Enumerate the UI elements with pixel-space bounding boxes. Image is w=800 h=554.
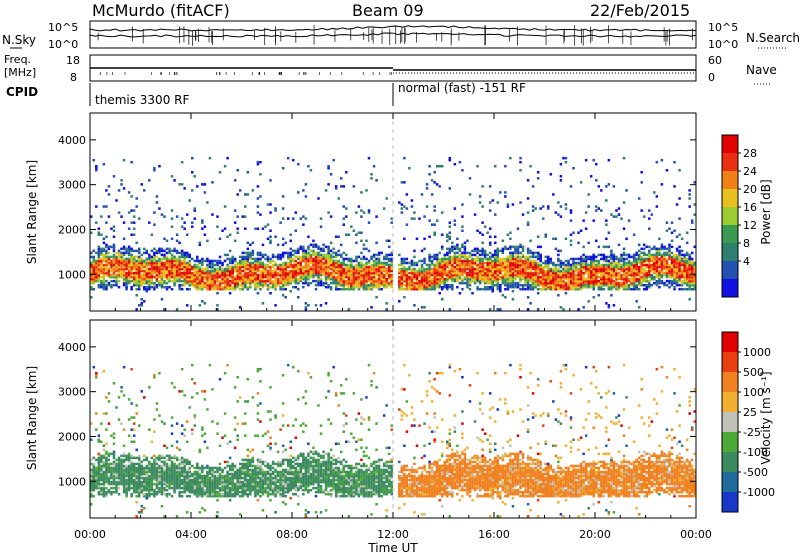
velocity-cbar-swatch-7: [722, 472, 738, 493]
xlabel: Time UT: [367, 541, 418, 554]
power-cbar-swatch-3: [722, 189, 738, 208]
power-ytick-4000: 4000: [58, 134, 86, 147]
xtick-5: 20:00: [579, 528, 611, 541]
nsearch-label: N.Search: [746, 31, 800, 45]
velocity-ytick-4000: 4000: [58, 341, 86, 354]
velocity-colorbar: 1000 500 100 25 -25 -100 -500 -1000: [721, 331, 775, 513]
power-ytick-1000: 1000: [58, 268, 86, 281]
velocity-cbar-swatch-0: [722, 332, 738, 353]
power-cbar-label: Power [dB]: [759, 179, 773, 244]
velocity-panel: 1000 2000 3000 4000 Slant Range [km]: [25, 319, 697, 519]
velocity-ylabel: Slant Range [km]: [25, 366, 39, 470]
power-cbar-swatch-5: [722, 225, 738, 244]
velocity-cbar-tick-3: 25: [743, 406, 757, 419]
xtick-6: 00:00: [680, 528, 712, 541]
xtick-2: 08:00: [276, 528, 308, 541]
nave-tick-bottom: 0: [708, 71, 715, 84]
velocity-cbar-tick-7: -1000: [743, 486, 775, 499]
velocity-cbar-tick-6: -500: [743, 466, 768, 479]
velocity-cbar-tick-4: -25: [743, 426, 761, 439]
velocity-ytick-3000: 3000: [58, 386, 86, 399]
noise-strip: N.Sky 10^5 10^0 10^5 10^0 N.Search: [2, 20, 800, 51]
power-cbar-tick-3: 16: [743, 201, 757, 214]
velocity-cbar-tick-1: 500: [743, 366, 764, 379]
velocity-ytick-2000: 2000: [58, 430, 86, 443]
time-axis: 00:00 04:00 08:00 12:00 16:00 20:00 00:00: [74, 113, 712, 541]
velocity-cbar-swatch-5: [722, 432, 738, 453]
power-colorbar: 28 24 20 16 12 8 4: [721, 134, 757, 298]
xtick-0: 00:00: [74, 528, 106, 541]
velocity-cbar-swatch-4: [722, 412, 738, 433]
power-cbar-swatch-8: [722, 279, 738, 298]
cpid-segment-themis: themis 3300 RF: [95, 93, 189, 107]
nsky-label: N.Sky: [2, 33, 36, 47]
power-ylabel: Slant Range [km]: [25, 160, 39, 264]
power-cbar-tick-1: 24: [743, 165, 757, 178]
noise-tick-top-left: 10^5: [48, 21, 78, 34]
velocity-cbar-tick-5: -100: [743, 446, 768, 459]
power-cbar-swatch-0: [722, 135, 738, 154]
power-cbar-tick-6: 4: [743, 255, 750, 268]
velocity-cbar-swatch-1: [722, 352, 738, 373]
power-heatmap: [90, 156, 696, 311]
xtick-4: 16:00: [478, 528, 510, 541]
nave-label: Nave: [746, 63, 777, 77]
freq-strip: Freq. [MHz] 18 8 60 0 Nave: [4, 53, 777, 85]
freq-tick-top: 18: [66, 54, 80, 67]
velocity-cbar-tick-0: 1000: [743, 346, 771, 359]
power-cbar-tick-5: 8: [743, 237, 750, 250]
velocity-cbar-swatch-3: [722, 392, 738, 413]
velocity-cbar-swatch-8: [722, 492, 738, 513]
freq-label-2: [MHz]: [4, 66, 36, 79]
power-panel: 1000 2000 3000 4000 Slant Range [km]: [25, 112, 697, 312]
power-ytick-2000: 2000: [58, 223, 86, 236]
velocity-cbar-label: Velocity [m s⁻¹]: [759, 371, 773, 464]
noise-tick-bottom-left: 10^0: [48, 38, 78, 51]
date-title: 22/Feb/2015: [590, 1, 690, 20]
power-cbar-swatch-4: [722, 207, 738, 226]
power-cbar-swatch-2: [722, 171, 738, 190]
velocity-heatmap: [90, 363, 696, 518]
freq-label-1: Freq.: [4, 53, 31, 66]
cpid-label: CPID: [6, 85, 38, 99]
power-ytick-3000: 3000: [58, 179, 86, 192]
velocity-cbar-swatch-6: [722, 452, 738, 473]
cpid-segment-normal: normal (fast) -151 RF: [398, 81, 526, 95]
power-cbar-tick-4: 12: [743, 219, 757, 232]
nave-tick-top: 60: [708, 54, 722, 67]
power-cbar-swatch-6: [722, 243, 738, 262]
station-title: McMurdo (fitACF): [92, 1, 230, 20]
velocity-ytick-1000: 1000: [58, 475, 86, 488]
beam-title: Beam 09: [352, 1, 424, 20]
power-cbar-tick-2: 20: [743, 183, 757, 196]
power-cbar-swatch-7: [722, 261, 738, 280]
xtick-1: 04:00: [175, 528, 207, 541]
velocity-cbar-tick-2: 100: [743, 386, 764, 399]
noise-tick-bottom-right: 10^0: [708, 38, 738, 51]
velocity-cbar-swatch-2: [722, 372, 738, 393]
cpid-strip: CPID themis 3300 RF normal (fast) -151 R…: [6, 81, 526, 107]
power-cbar-tick-0: 28: [743, 147, 757, 160]
noise-tick-top-right: 10^5: [708, 21, 738, 34]
freq-tick-bottom: 8: [70, 71, 77, 84]
xtick-3: 12:00: [377, 528, 409, 541]
power-cbar-swatch-1: [722, 153, 738, 172]
